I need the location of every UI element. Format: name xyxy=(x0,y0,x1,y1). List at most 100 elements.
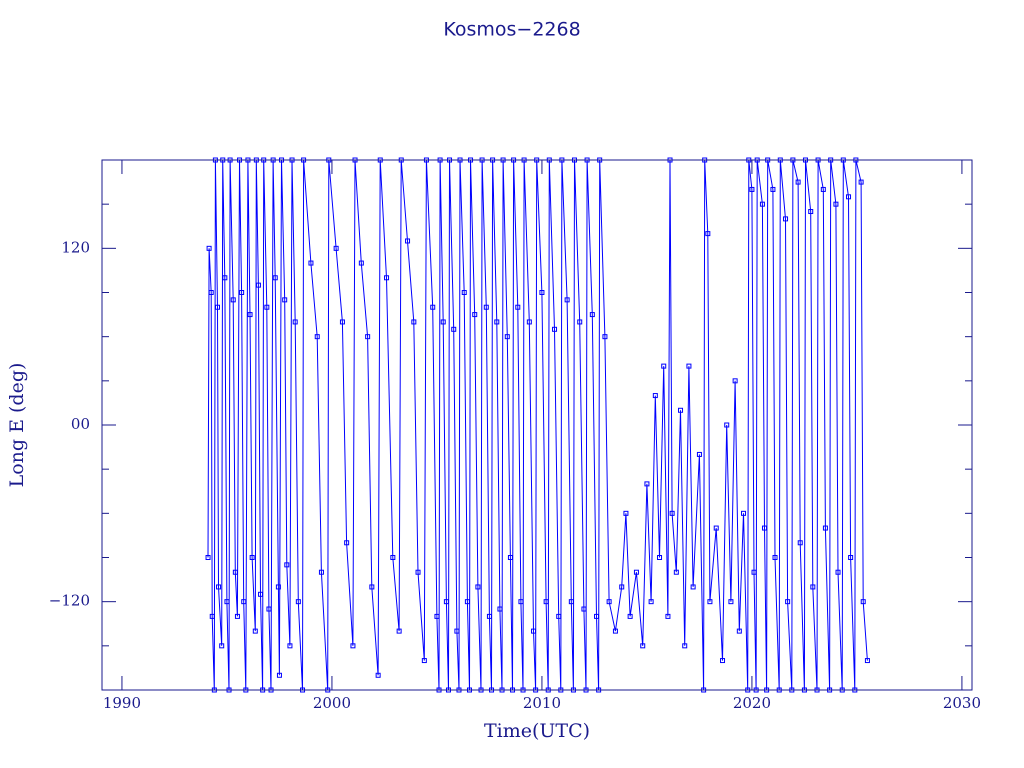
data-point xyxy=(720,658,726,664)
data-point xyxy=(640,643,646,649)
data-point xyxy=(272,275,278,281)
data-point xyxy=(860,599,866,605)
data-point xyxy=(258,591,264,597)
data-point xyxy=(219,643,225,649)
data-point xyxy=(464,599,470,605)
data-point xyxy=(741,510,747,516)
data-point xyxy=(644,481,650,487)
data-point xyxy=(623,510,629,516)
data-point xyxy=(515,304,521,310)
data-point xyxy=(421,658,427,664)
x-tick-label: 2000 xyxy=(313,694,351,712)
data-point xyxy=(736,628,742,634)
data-point xyxy=(249,555,255,560)
data-point xyxy=(594,613,600,619)
data-point xyxy=(454,628,460,634)
data-point xyxy=(375,672,381,678)
data-point xyxy=(222,275,228,281)
x-tick-label: 2010 xyxy=(523,694,561,712)
data-point xyxy=(318,569,324,575)
x-axis-label: Time(UTC) xyxy=(484,720,590,742)
data-point xyxy=(214,304,220,310)
data-point xyxy=(577,319,583,325)
data-point xyxy=(208,290,214,295)
data-point xyxy=(783,216,789,222)
data-point xyxy=(234,613,240,619)
data-point xyxy=(415,569,421,575)
data-point xyxy=(820,186,826,192)
data-point xyxy=(732,378,738,384)
data-point xyxy=(797,540,803,546)
data-point xyxy=(669,510,675,516)
data-point xyxy=(247,312,253,318)
data-point xyxy=(333,245,339,251)
data-point xyxy=(314,334,320,340)
data-point xyxy=(652,393,658,399)
data-point xyxy=(606,599,612,605)
data-point xyxy=(682,643,688,649)
data-point xyxy=(430,304,436,310)
data-point xyxy=(390,555,396,560)
data-point xyxy=(795,179,801,185)
y-tick-label: 120 xyxy=(61,238,90,256)
data-point xyxy=(344,540,350,546)
data-point xyxy=(239,290,245,295)
data-point xyxy=(350,643,356,649)
data-line xyxy=(207,159,868,691)
data-point xyxy=(365,334,371,340)
data-point xyxy=(396,628,402,634)
data-point xyxy=(241,599,247,605)
data-point xyxy=(266,606,272,612)
data-point xyxy=(657,555,663,560)
y-tick-label: 00 xyxy=(71,415,90,433)
data-point xyxy=(589,312,595,318)
data-point xyxy=(751,569,757,575)
data-point xyxy=(451,326,457,332)
data-point xyxy=(358,260,364,266)
data-point xyxy=(264,304,270,310)
data-point xyxy=(472,312,478,318)
data-point xyxy=(531,628,537,634)
y-tick-label: −120 xyxy=(49,592,90,610)
data-point xyxy=(619,584,625,590)
data-point xyxy=(568,599,574,605)
data-point xyxy=(440,319,446,325)
data-point xyxy=(661,363,667,369)
data-point xyxy=(206,245,212,251)
data-point xyxy=(497,606,503,612)
data-point xyxy=(287,643,293,649)
data-point xyxy=(705,231,711,237)
data-point xyxy=(749,186,755,192)
data-point xyxy=(556,613,562,619)
y-axis-label: Long E (deg) xyxy=(6,363,28,488)
data-point xyxy=(539,290,545,295)
data-point xyxy=(475,584,481,590)
data-point xyxy=(494,319,500,325)
data-point xyxy=(810,584,816,590)
data-point xyxy=(707,599,713,605)
data-point xyxy=(770,186,776,192)
data-point xyxy=(581,606,587,612)
x-tick-label: 1990 xyxy=(103,694,141,712)
data-point xyxy=(627,613,633,619)
data-point xyxy=(759,201,765,207)
x-tick-label: 2030 xyxy=(943,694,981,712)
chart-title: Kosmos−2268 xyxy=(443,19,580,41)
data-point xyxy=(612,628,618,634)
data-point xyxy=(543,599,549,605)
data-point xyxy=(673,569,679,575)
data-point xyxy=(785,599,791,605)
data-point xyxy=(728,599,734,605)
data-point xyxy=(724,422,730,428)
data-point xyxy=(858,179,864,185)
data-point xyxy=(292,319,298,325)
data-point xyxy=(443,599,449,605)
data-point xyxy=(276,672,282,678)
data-point xyxy=(486,613,492,619)
data-point xyxy=(848,555,854,560)
data-point xyxy=(518,599,524,605)
data-point xyxy=(696,451,702,457)
data-point xyxy=(833,201,839,207)
data-point xyxy=(483,304,489,310)
